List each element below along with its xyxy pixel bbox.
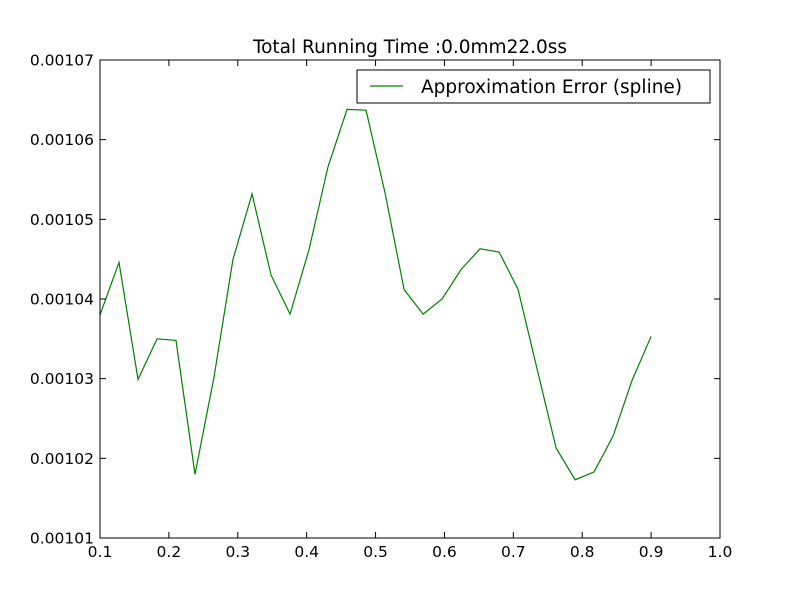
y-tick-label: 0.00105	[30, 211, 94, 229]
x-tick-label: 1.0	[708, 543, 733, 561]
legend-label: Approximation Error (spline)	[421, 77, 682, 98]
plot-frame	[99, 59, 721, 539]
x-tick-label: 0.6	[432, 543, 457, 561]
x-tick-label: 0.9	[639, 543, 664, 561]
y-tick-label: 0.00101	[30, 530, 94, 548]
series-line-0	[99, 108, 652, 481]
x-tick-label: 0.4	[294, 543, 319, 561]
x-tick-label: 0.5	[363, 543, 388, 561]
legend: Approximation Error (spline)	[356, 69, 711, 104]
y-tick-label: 0.00102	[30, 450, 94, 468]
x-tick-label: 0.8	[570, 543, 595, 561]
y-tick-label: 0.00106	[30, 131, 94, 149]
x-tick-label: 0.1	[88, 543, 113, 561]
y-tick-label: 0.00103	[30, 370, 94, 388]
legend-box	[356, 69, 711, 104]
chart-title: Total Running Time :0.0mm22.0ss	[252, 37, 567, 58]
x-tick-label: 0.2	[157, 543, 182, 561]
x-tick-label: 0.3	[225, 543, 250, 561]
y-tick-label: 0.00104	[30, 291, 94, 309]
x-tick-label: 0.7	[501, 543, 526, 561]
y-tick-label: 0.00107	[30, 52, 94, 70]
